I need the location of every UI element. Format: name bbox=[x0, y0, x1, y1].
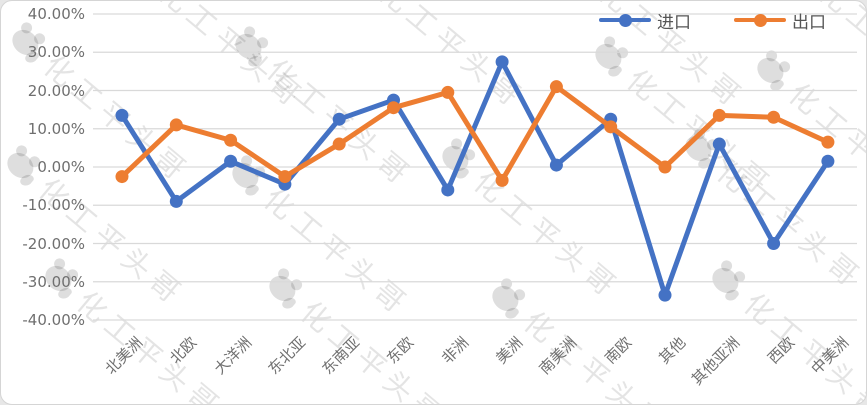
x-axis-category-label: 非洲 bbox=[438, 333, 472, 368]
export-data-point bbox=[604, 120, 618, 134]
legend-item-export: 出口 bbox=[734, 7, 826, 33]
export-data-point bbox=[658, 160, 672, 174]
x-axis-category-label: 东南亚 bbox=[318, 333, 364, 378]
export-data-point bbox=[441, 85, 455, 99]
export-data-point bbox=[224, 133, 238, 147]
import-data-point bbox=[767, 237, 781, 250]
import-data-point bbox=[712, 137, 726, 151]
import-series-line bbox=[119, 59, 830, 298]
x-axis-category-label: 大洋洲 bbox=[210, 333, 255, 378]
y-axis-tick-label: 40.00% bbox=[27, 5, 85, 23]
import-data-point bbox=[495, 55, 509, 69]
export-data-point bbox=[115, 170, 129, 184]
legend-item-import: 进口 bbox=[599, 7, 691, 33]
export-data-point bbox=[821, 135, 835, 149]
export-data-point bbox=[712, 108, 726, 122]
x-axis-category-label: 西欧 bbox=[763, 333, 798, 368]
y-axis-tick-label: -20.00% bbox=[22, 234, 85, 253]
x-axis-category-label: 其他亚洲 bbox=[688, 333, 744, 389]
import-data-point bbox=[115, 108, 129, 122]
export-data-point bbox=[278, 170, 292, 184]
export-line-marker-icon bbox=[734, 7, 786, 33]
x-axis-category-label: 北美洲 bbox=[101, 333, 147, 378]
x-axis-category-label: 南美洲 bbox=[535, 333, 581, 378]
x-axis-category-label: 北欧 bbox=[166, 333, 201, 368]
import-data-point bbox=[658, 288, 672, 302]
import-data-point bbox=[549, 158, 563, 172]
export-data-point bbox=[495, 173, 509, 187]
x-axis-category-label: 南欧 bbox=[600, 333, 635, 368]
import-data-point bbox=[441, 183, 455, 197]
import-data-point bbox=[169, 194, 183, 208]
chart-legend: 进口 出口 bbox=[1, 7, 866, 33]
legend-label-export: 出口 bbox=[792, 12, 826, 33]
export-series-line bbox=[120, 84, 829, 183]
import-line-marker-icon bbox=[599, 7, 651, 33]
export-data-point bbox=[767, 110, 781, 124]
y-axis-tick-label: -30.00% bbox=[22, 272, 85, 291]
y-axis-tick-label: -10.00% bbox=[22, 196, 85, 215]
import-data-point bbox=[332, 112, 346, 126]
import-data-point bbox=[224, 154, 238, 168]
x-axis-category-label: 中美洲 bbox=[807, 333, 853, 378]
x-axis-category-label: 美洲 bbox=[492, 333, 527, 368]
y-axis-tick-label: 10.00% bbox=[27, 119, 85, 138]
y-axis-tick-label: -40.00% bbox=[22, 311, 85, 329]
export-data-point bbox=[549, 80, 563, 94]
import-data-point bbox=[821, 154, 835, 168]
export-data-point bbox=[387, 101, 400, 115]
legend-label-import: 进口 bbox=[657, 12, 691, 33]
export-data-point bbox=[332, 137, 346, 151]
y-axis-tick-label: 0.00% bbox=[37, 158, 85, 176]
x-axis-category-label: 东北亚 bbox=[264, 333, 310, 378]
x-axis-category-label: 东欧 bbox=[383, 333, 418, 368]
x-axis-category-label: 其他 bbox=[655, 333, 690, 368]
export-data-point bbox=[169, 118, 183, 132]
y-axis-tick-label: 30.00% bbox=[27, 43, 85, 62]
y-axis-tick-label: 20.00% bbox=[27, 81, 85, 100]
